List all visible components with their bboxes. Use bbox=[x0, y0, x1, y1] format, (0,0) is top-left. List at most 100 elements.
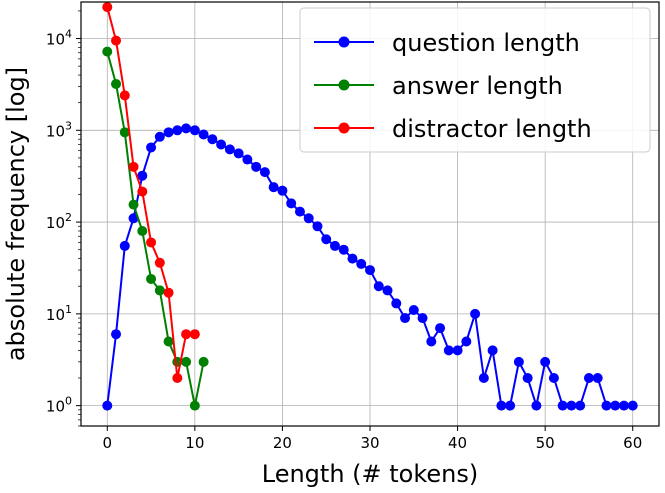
y-tick-exponent: 3 bbox=[65, 119, 72, 132]
legend-label: question length bbox=[392, 29, 580, 57]
x-tick-label: 0 bbox=[102, 434, 112, 452]
data-point bbox=[557, 400, 568, 411]
data-point bbox=[146, 142, 157, 153]
data-point bbox=[470, 308, 481, 319]
x-tick-label: 30 bbox=[360, 434, 379, 452]
data-point bbox=[356, 258, 367, 269]
data-point bbox=[575, 400, 586, 411]
data-point bbox=[189, 400, 200, 411]
y-tick-label: 102 bbox=[46, 211, 72, 232]
data-point bbox=[329, 240, 340, 251]
data-point bbox=[426, 336, 437, 347]
data-point bbox=[224, 144, 235, 155]
x-tick-label: 40 bbox=[448, 434, 467, 452]
data-point bbox=[189, 329, 200, 340]
data-point bbox=[146, 237, 157, 248]
data-point bbox=[347, 253, 358, 264]
data-point bbox=[163, 127, 174, 138]
data-point bbox=[251, 161, 262, 172]
data-point bbox=[487, 345, 498, 356]
data-point bbox=[618, 400, 629, 411]
data-point bbox=[522, 373, 533, 384]
y-tick-label: 104 bbox=[46, 28, 72, 49]
series-line bbox=[106, 51, 205, 407]
data-point bbox=[443, 345, 454, 356]
data-point bbox=[400, 313, 411, 324]
data-point bbox=[373, 281, 384, 292]
series-distractor-length bbox=[102, 2, 200, 384]
data-point bbox=[496, 400, 507, 411]
data-point bbox=[198, 129, 209, 140]
data-point bbox=[181, 356, 192, 367]
data-point bbox=[111, 35, 122, 46]
series-layer bbox=[102, 2, 638, 411]
x-tick-label: 50 bbox=[536, 434, 555, 452]
series-line bbox=[106, 6, 195, 380]
data-point bbox=[172, 373, 183, 384]
data-point bbox=[259, 167, 270, 178]
data-point bbox=[312, 221, 323, 232]
y-tick-label: 101 bbox=[46, 303, 72, 324]
data-point bbox=[566, 400, 577, 411]
y-tick-base: 10 bbox=[46, 214, 65, 232]
legend-marker bbox=[338, 122, 350, 134]
data-point bbox=[119, 90, 130, 101]
y-tick-base: 10 bbox=[46, 398, 65, 416]
data-point bbox=[102, 46, 113, 57]
data-point bbox=[163, 287, 174, 298]
data-point bbox=[627, 400, 638, 411]
data-point bbox=[452, 345, 463, 356]
data-point bbox=[417, 313, 428, 324]
legend-box bbox=[299, 7, 651, 153]
data-point bbox=[119, 127, 130, 138]
data-point bbox=[172, 125, 183, 136]
legend-marker bbox=[338, 79, 350, 91]
data-point bbox=[198, 356, 209, 367]
data-point bbox=[242, 154, 253, 165]
x-axis-label: Length (# tokens) bbox=[262, 460, 479, 488]
data-point bbox=[382, 285, 393, 296]
x-tick-label: 60 bbox=[623, 434, 642, 452]
y-tick-label: 100 bbox=[46, 395, 72, 416]
data-point bbox=[137, 170, 148, 181]
y-tick-exponent: 4 bbox=[65, 28, 72, 41]
data-point bbox=[601, 400, 612, 411]
series-answer-length bbox=[102, 46, 209, 411]
y-tick-exponent: 1 bbox=[65, 303, 72, 316]
series-question-length bbox=[102, 123, 638, 411]
legend-label: distractor length bbox=[392, 115, 592, 143]
data-point bbox=[119, 240, 130, 251]
data-point bbox=[408, 305, 419, 316]
data-point bbox=[102, 2, 113, 13]
y-tick-base: 10 bbox=[46, 306, 65, 324]
data-point bbox=[111, 329, 122, 340]
data-point bbox=[548, 373, 559, 384]
data-point bbox=[216, 139, 227, 150]
y-tick-label: 103 bbox=[46, 119, 72, 140]
data-point bbox=[102, 400, 113, 411]
data-point bbox=[128, 199, 139, 210]
data-point bbox=[154, 285, 165, 296]
data-point bbox=[365, 265, 375, 276]
y-tick-exponent: 0 bbox=[65, 395, 72, 408]
data-point bbox=[391, 298, 402, 309]
data-point bbox=[303, 213, 314, 224]
data-point bbox=[233, 148, 244, 159]
data-point bbox=[540, 356, 551, 367]
data-point bbox=[137, 186, 148, 197]
data-point bbox=[181, 329, 192, 340]
data-point bbox=[189, 125, 200, 136]
data-point bbox=[338, 244, 349, 255]
data-point bbox=[128, 213, 139, 224]
data-point bbox=[154, 257, 165, 268]
y-tick-base: 10 bbox=[46, 122, 65, 140]
y-tick-base: 10 bbox=[46, 31, 65, 49]
legend-label: answer length bbox=[392, 72, 563, 100]
data-point bbox=[513, 356, 524, 367]
data-point bbox=[277, 185, 288, 196]
data-point bbox=[286, 198, 297, 209]
data-point bbox=[321, 234, 332, 245]
data-point bbox=[146, 273, 157, 284]
x-tick-label: 20 bbox=[273, 434, 292, 452]
